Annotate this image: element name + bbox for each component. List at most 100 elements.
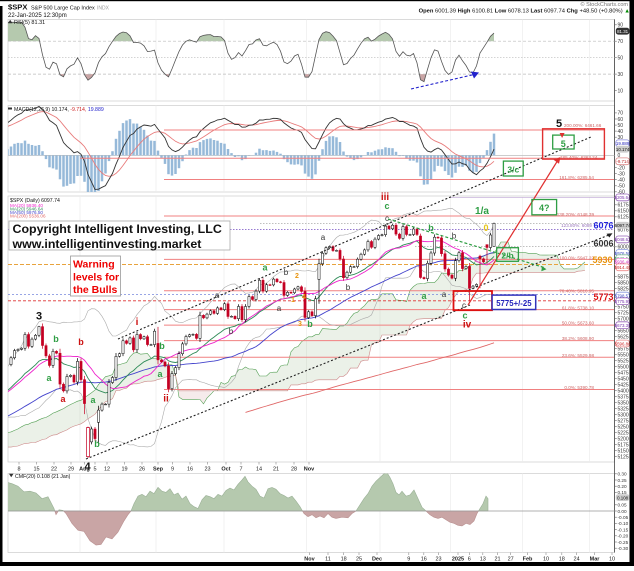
svg-text:2/b: 2/b xyxy=(501,250,513,260)
svg-text:5930: 5930 xyxy=(592,255,612,265)
svg-text:6205.64: 6205.64 xyxy=(615,195,631,200)
svg-text:b: b xyxy=(94,439,100,449)
svg-text:3: 3 xyxy=(298,321,302,328)
svg-text:INDX: INDX xyxy=(97,6,110,12)
svg-text:Aug: Aug xyxy=(79,467,90,473)
svg-text:b: b xyxy=(53,334,59,344)
svg-text:1: 1 xyxy=(291,297,295,304)
svg-text:50.0%: 5673.60: 50.0%: 5673.60 xyxy=(562,320,595,325)
svg-text:161.8%: 6285.54: 161.8%: 6285.54 xyxy=(559,175,594,180)
svg-text:76.40%: 5816.95: 76.40%: 5816.95 xyxy=(559,289,594,294)
svg-text:16: 16 xyxy=(421,557,427,563)
svg-text:0.30: 0.30 xyxy=(618,472,628,477)
svg-text:5125: 5125 xyxy=(618,454,629,460)
svg-text:40: 40 xyxy=(618,129,624,135)
svg-text:b: b xyxy=(307,319,313,329)
svg-text:ii: ii xyxy=(163,394,169,405)
svg-text:c: c xyxy=(385,214,389,223)
svg-text:levels for: levels for xyxy=(73,272,119,284)
svg-text:19.889: 19.889 xyxy=(616,141,630,146)
svg-text:$SPX: $SPX xyxy=(8,2,27,11)
svg-text:a: a xyxy=(277,304,282,313)
svg-text:6: 6 xyxy=(468,557,471,563)
svg-text:0: 0 xyxy=(483,223,488,233)
svg-text:12: 12 xyxy=(104,467,110,473)
svg-text:Warning: Warning xyxy=(73,259,115,271)
svg-text:23: 23 xyxy=(435,557,441,563)
svg-text:30: 30 xyxy=(618,72,624,78)
svg-text:0.05: 0.05 xyxy=(618,503,628,508)
svg-text:21: 21 xyxy=(494,557,500,563)
svg-text:10: 10 xyxy=(618,88,624,94)
svg-text:S&P 500 Large Cap Index: S&P 500 Large Cap Index xyxy=(31,6,95,12)
svg-text:14: 14 xyxy=(256,467,262,473)
svg-text:5825: 5825 xyxy=(618,287,629,293)
svg-text:10: 10 xyxy=(543,557,549,563)
svg-text:22: 22 xyxy=(51,467,57,473)
svg-text:29: 29 xyxy=(68,467,74,473)
svg-text:b: b xyxy=(452,232,457,241)
svg-text:RSI(5) 81.31: RSI(5) 81.31 xyxy=(14,20,45,26)
svg-text:Open 6001.39 High 6100.81 Low: Open 6001.39 High 6100.81 Low 6078.13 La… xyxy=(419,9,630,15)
svg-text:3: 3 xyxy=(36,311,42,323)
svg-text:www.intelligentinvesting.marke: www.intelligentinvesting.market xyxy=(12,237,202,251)
svg-text:11: 11 xyxy=(325,557,331,563)
svg-text:2: 2 xyxy=(295,273,299,280)
svg-text:c: c xyxy=(462,301,466,310)
svg-text:5775+/-25: 5775+/-25 xyxy=(496,299,532,308)
svg-text:3/c: 3/c xyxy=(507,164,519,174)
svg-text:-20: -20 xyxy=(618,165,625,171)
svg-text:b: b xyxy=(346,283,351,292)
svg-text:50: 50 xyxy=(618,56,624,62)
svg-text:6097.74: 6097.74 xyxy=(615,223,631,228)
svg-text:5773: 5773 xyxy=(593,292,613,302)
svg-text:CMF(20) 0.108 (21 Jan): CMF(20) 0.108 (21 Jan) xyxy=(15,474,71,480)
svg-text:-0.25: -0.25 xyxy=(618,540,629,545)
svg-text:123.80%: 6089: 123.80%: 6089 xyxy=(561,223,592,228)
svg-text:Dec: Dec xyxy=(372,557,382,563)
svg-text:iv: iv xyxy=(463,320,472,331)
svg-text:Mar: Mar xyxy=(590,557,601,563)
svg-text:a: a xyxy=(442,290,447,299)
svg-text:21: 21 xyxy=(273,467,279,473)
svg-text:a: a xyxy=(215,291,220,300)
svg-text:16: 16 xyxy=(187,467,193,473)
svg-text:Nov: Nov xyxy=(304,467,315,473)
svg-text:10: 10 xyxy=(609,557,615,563)
svg-text:70: 70 xyxy=(618,111,624,117)
svg-text:0.0%: 5390.78: 0.0%: 5390.78 xyxy=(564,385,594,390)
svg-text:b: b xyxy=(78,337,84,347)
svg-text:c: c xyxy=(462,311,467,321)
svg-text:5: 5 xyxy=(556,118,562,130)
svg-text:5: 5 xyxy=(93,467,96,473)
svg-text:9: 9 xyxy=(171,467,174,473)
svg-text:90: 90 xyxy=(618,23,624,29)
svg-text:6125: 6125 xyxy=(618,215,629,221)
svg-text:0.20: 0.20 xyxy=(618,484,628,489)
svg-text:27: 27 xyxy=(508,557,514,563)
svg-text:26: 26 xyxy=(139,467,145,473)
svg-text:-0.15: -0.15 xyxy=(618,527,629,532)
svg-text:-0.10: -0.10 xyxy=(618,521,629,526)
svg-text:6076: 6076 xyxy=(593,220,613,230)
svg-text:0.00: 0.00 xyxy=(618,509,628,514)
svg-text:i: i xyxy=(136,317,139,328)
svg-text:18: 18 xyxy=(341,557,347,563)
svg-text:38.2%: 5608.90: 38.2%: 5608.90 xyxy=(562,336,595,341)
svg-text:-0.30: -0.30 xyxy=(618,546,629,551)
svg-text:5596.86: 5596.86 xyxy=(615,341,631,346)
svg-text:6048.63: 6048.63 xyxy=(615,237,631,242)
svg-text:60: 60 xyxy=(618,117,624,123)
svg-text:0.108: 0.108 xyxy=(617,495,629,500)
svg-text:25: 25 xyxy=(356,557,362,563)
svg-text:138.20%: 6148.39: 138.20%: 6148.39 xyxy=(557,212,595,217)
svg-text:© StockCharts.com: © StockCharts.com xyxy=(581,1,629,8)
svg-text:23.6%: 5529.98: 23.6%: 5529.98 xyxy=(562,353,595,358)
svg-text:5775.95: 5775.95 xyxy=(615,299,631,304)
svg-text:-30: -30 xyxy=(618,171,625,177)
svg-text:5914.40: 5914.40 xyxy=(615,265,631,270)
svg-text:10.174: 10.174 xyxy=(616,147,630,152)
svg-text:MA(200) 5536.06: MA(200) 5536.06 xyxy=(10,214,46,219)
svg-text:Feb: Feb xyxy=(523,557,533,563)
svg-text:13: 13 xyxy=(480,557,486,563)
